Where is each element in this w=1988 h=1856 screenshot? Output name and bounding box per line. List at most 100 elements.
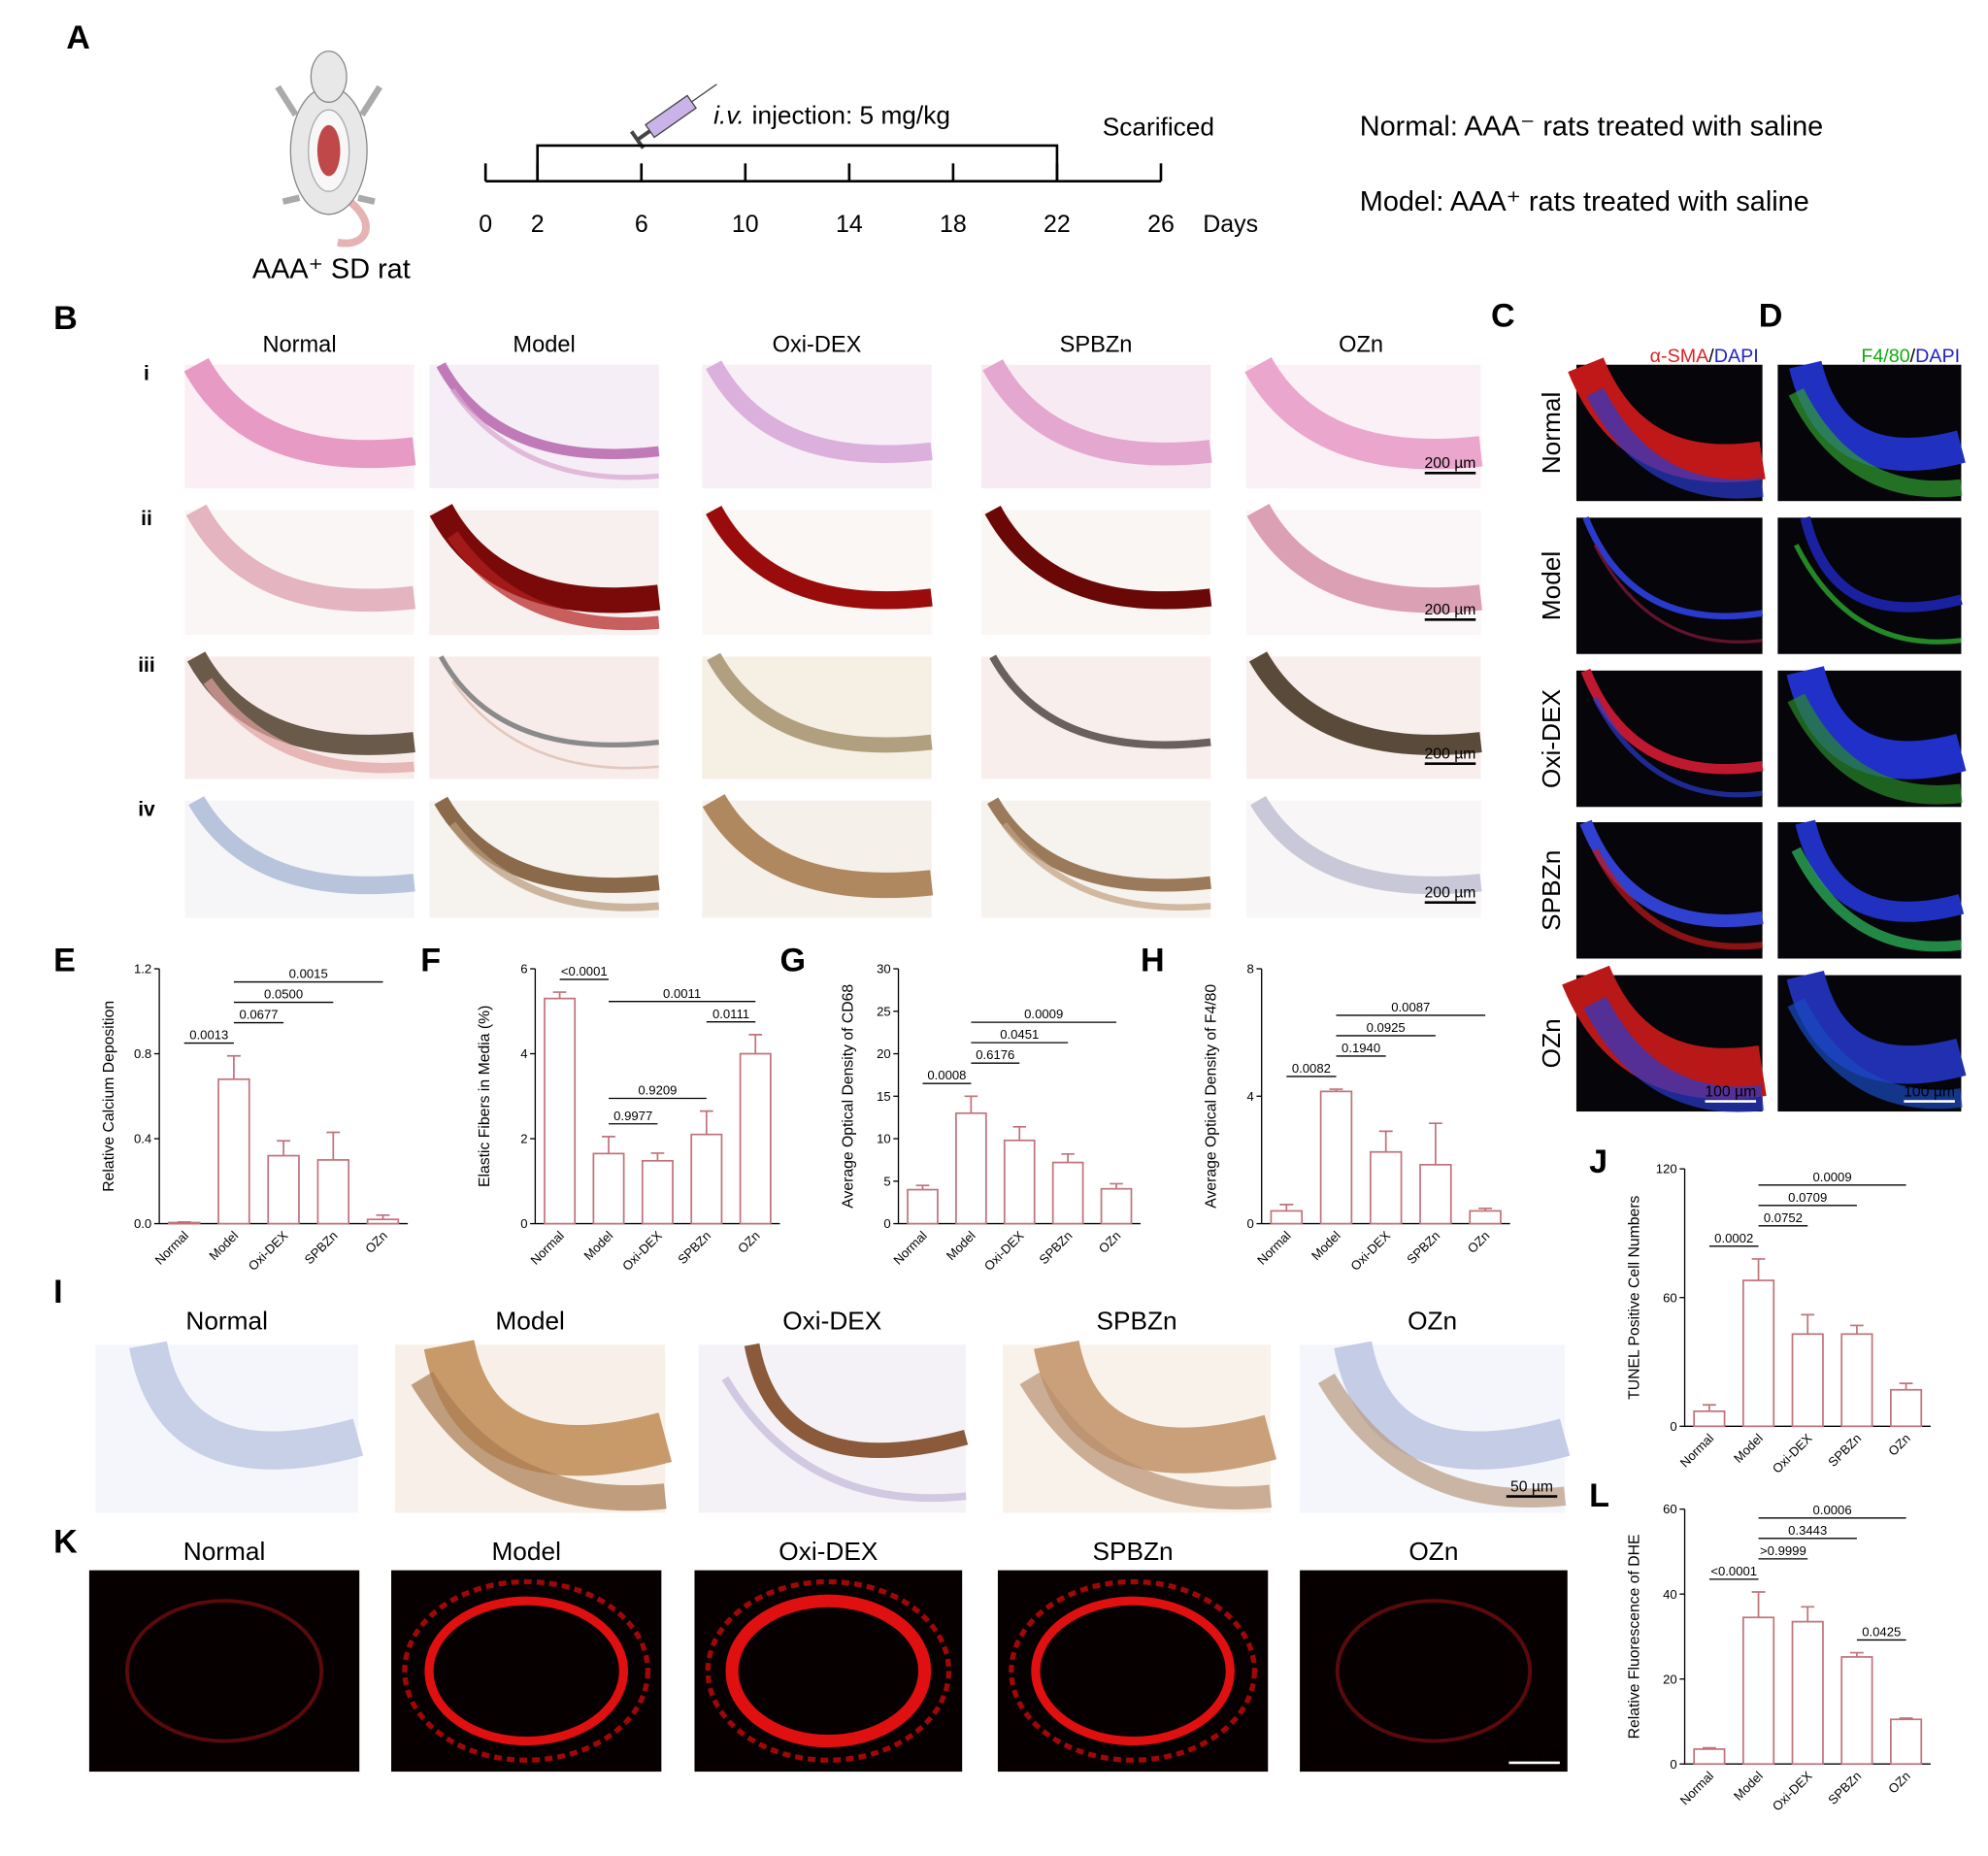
error-bar bbox=[277, 1140, 291, 1156]
tissue bbox=[448, 821, 660, 911]
tissue bbox=[744, 1342, 969, 1458]
bar bbox=[1270, 1210, 1304, 1225]
row-label: SPBZn bbox=[1537, 850, 1566, 931]
stain-name: DAPI bbox=[1714, 346, 1759, 367]
group-legend: Model: AAA⁺ rats treated with saline bbox=[1360, 186, 1809, 217]
injection-text: injection: 5 mg/kg bbox=[752, 101, 950, 130]
row-label: iv bbox=[138, 798, 155, 820]
p-value-label: 0.9977 bbox=[613, 1109, 652, 1123]
tissue bbox=[129, 1341, 364, 1470]
micrograph bbox=[184, 800, 414, 918]
tissue bbox=[438, 655, 660, 747]
bar bbox=[907, 1188, 939, 1225]
error-bar bbox=[1899, 1382, 1913, 1390]
bar bbox=[690, 1133, 723, 1225]
injection-label: i.v. injection: 5 mg/kg bbox=[713, 101, 950, 130]
column-label: Model bbox=[495, 1307, 565, 1336]
injection-route: i.v. bbox=[713, 101, 745, 130]
tissue bbox=[1793, 544, 1962, 645]
syringe-needle bbox=[691, 83, 717, 103]
panel-label: H bbox=[1141, 943, 1165, 979]
y-tick-label: 30 bbox=[877, 962, 891, 977]
error-bar bbox=[1751, 1258, 1766, 1281]
y-tick-label: 5 bbox=[883, 1174, 890, 1188]
y-tick-label: 6 bbox=[520, 962, 527, 977]
tissue bbox=[449, 387, 659, 481]
p-value-label: 0.0009 bbox=[1024, 1007, 1063, 1021]
tissue bbox=[1250, 795, 1482, 895]
bar bbox=[641, 1159, 674, 1225]
row-label: Normal bbox=[1537, 392, 1566, 475]
scale-bar-label: 200 µm bbox=[1425, 884, 1476, 901]
tissue bbox=[1586, 387, 1764, 499]
tissue bbox=[124, 1599, 324, 1743]
tissue bbox=[1246, 503, 1482, 613]
column-label: SPBZn bbox=[1096, 1307, 1176, 1336]
y-axis-title: TUNEL Positive Cell Numbers bbox=[1626, 1195, 1642, 1399]
injection-bracket bbox=[536, 144, 1059, 182]
error-bar bbox=[177, 1220, 191, 1223]
error-bar bbox=[602, 1136, 615, 1154]
tissue bbox=[1579, 819, 1764, 928]
tissue bbox=[1788, 387, 1963, 498]
tissue bbox=[707, 652, 933, 753]
group-legend: Normal: AAA⁻ rats treated with saline bbox=[1360, 111, 1823, 142]
tissue bbox=[702, 793, 934, 899]
row-label: iii bbox=[138, 654, 155, 677]
column-label: Normal bbox=[185, 1307, 268, 1336]
bar bbox=[955, 1111, 987, 1225]
tissue bbox=[447, 531, 660, 631]
tissue bbox=[1317, 1373, 1567, 1508]
error-bar bbox=[326, 1131, 341, 1160]
timeline-tick-label: 22 bbox=[1044, 211, 1071, 238]
bar bbox=[1840, 1333, 1873, 1428]
error-bar bbox=[1378, 1130, 1393, 1152]
p-value-label: 0.0925 bbox=[1367, 1020, 1406, 1035]
panel-label: L bbox=[1589, 1477, 1609, 1514]
timeline-tick-label: 18 bbox=[940, 211, 967, 238]
column-label: Oxi-DEX bbox=[782, 1307, 881, 1336]
row-label: ii bbox=[141, 508, 152, 530]
tissue bbox=[725, 1594, 932, 1748]
tissue bbox=[188, 796, 415, 895]
error-bar bbox=[1061, 1152, 1075, 1163]
timeline-tick-label: 26 bbox=[1147, 211, 1175, 238]
tissue bbox=[1248, 651, 1482, 755]
p-value-label: <0.0001 bbox=[561, 964, 608, 978]
bar bbox=[1741, 1616, 1775, 1766]
p-value-label: 0.6176 bbox=[976, 1047, 1014, 1062]
tissue bbox=[1334, 1341, 1571, 1470]
p-value-label: 0.0011 bbox=[663, 986, 701, 1001]
tissue bbox=[203, 678, 415, 774]
y-axis-title: Average Optical Density of CD68 bbox=[840, 984, 856, 1209]
stain-name: F4/80 bbox=[1861, 346, 1909, 367]
panel-label: F bbox=[420, 943, 441, 979]
stain-header: F4/80/DAPI bbox=[1861, 346, 1960, 367]
error-bar bbox=[1110, 1182, 1123, 1189]
p-value-label: 0.0082 bbox=[1292, 1061, 1331, 1076]
column-label: SPBZn bbox=[1060, 333, 1133, 358]
error-bar bbox=[226, 1054, 241, 1079]
error-bar bbox=[748, 1033, 763, 1054]
error-bar bbox=[1849, 1651, 1864, 1657]
y-axis-title: Elastic Fibers in Media (%) bbox=[477, 1006, 493, 1187]
error-bar bbox=[915, 1184, 930, 1190]
micrograph bbox=[1777, 517, 1962, 654]
error-bar bbox=[1899, 1717, 1913, 1720]
tissue bbox=[411, 1372, 667, 1511]
stain-separator: / bbox=[1708, 346, 1714, 367]
row-label: i bbox=[144, 362, 149, 384]
error-bar bbox=[552, 991, 567, 999]
stain-header: α-SMA/DAPI bbox=[1650, 346, 1759, 367]
p-value-label: >0.9999 bbox=[1760, 1543, 1806, 1558]
tissue bbox=[1800, 516, 1963, 613]
p-value-label: 0.0002 bbox=[1714, 1231, 1753, 1245]
bar bbox=[1100, 1187, 1133, 1225]
rat-head bbox=[310, 50, 348, 103]
stain-name: α-SMA bbox=[1650, 346, 1709, 367]
row-label: Model bbox=[1537, 551, 1566, 621]
bar bbox=[1051, 1161, 1084, 1225]
bar bbox=[267, 1154, 300, 1225]
p-value-label: 0.1940 bbox=[1342, 1041, 1380, 1055]
